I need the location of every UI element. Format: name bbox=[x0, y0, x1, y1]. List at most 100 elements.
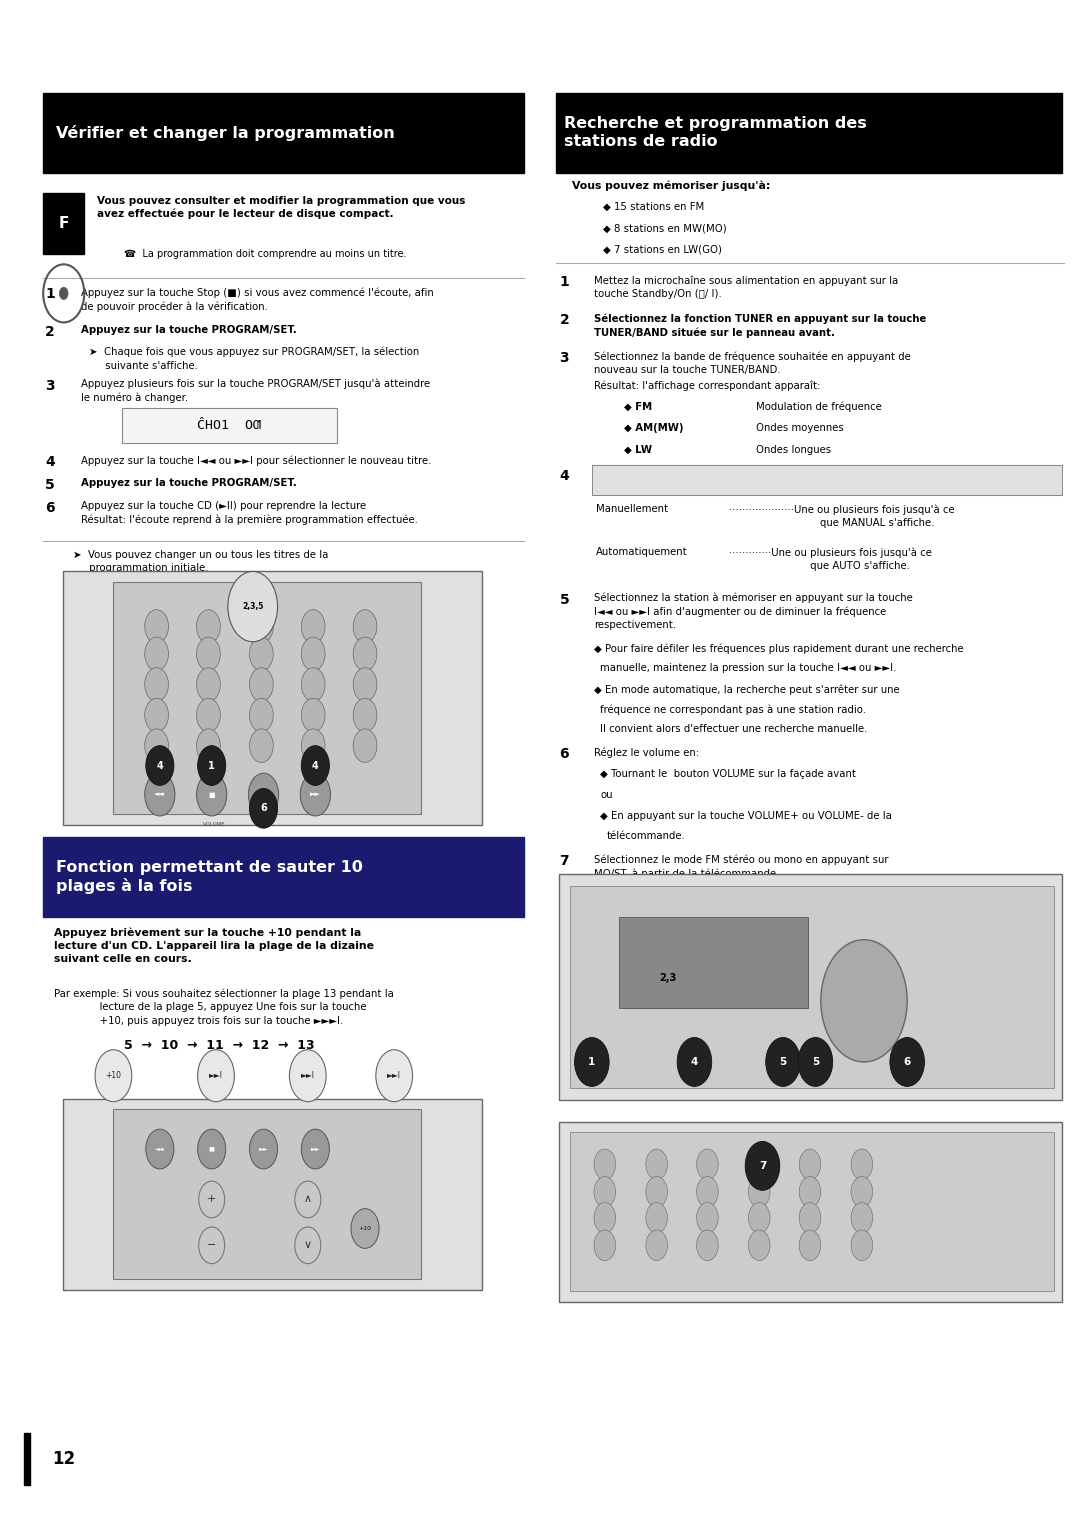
Circle shape bbox=[59, 287, 68, 299]
FancyBboxPatch shape bbox=[63, 571, 482, 825]
Circle shape bbox=[146, 1129, 174, 1169]
Circle shape bbox=[799, 1230, 821, 1261]
Circle shape bbox=[145, 729, 168, 762]
Circle shape bbox=[851, 1230, 873, 1261]
Text: +: + bbox=[207, 1195, 216, 1204]
Text: 6: 6 bbox=[559, 747, 569, 761]
Text: EQS.BASS: EQS.BASS bbox=[189, 625, 216, 630]
Circle shape bbox=[646, 1230, 667, 1261]
Text: POWER/SOUND: POWER/SOUND bbox=[578, 1199, 618, 1204]
Text: ◆ 15 stations en FM: ◆ 15 stations en FM bbox=[603, 202, 704, 212]
Text: Sélectionnez la fonction TUNER en appuyant sur la touche
TUNER/BAND située sur l: Sélectionnez la fonction TUNER en appuya… bbox=[594, 313, 927, 338]
Text: 5: 5 bbox=[812, 1057, 819, 1067]
Text: ◆ Pour faire défiler les fréquences plus rapidement durant une recherche: ◆ Pour faire défiler les fréquences plus… bbox=[594, 643, 963, 654]
Text: −: − bbox=[207, 1241, 216, 1250]
FancyBboxPatch shape bbox=[113, 1109, 421, 1279]
Text: Appuyez sur la touche PROGRAM/SET.: Appuyez sur la touche PROGRAM/SET. bbox=[81, 478, 297, 489]
FancyBboxPatch shape bbox=[559, 874, 1062, 1100]
Text: Fonction permettant de sauter 10
plages à la fois: Fonction permettant de sauter 10 plages … bbox=[56, 860, 363, 894]
Circle shape bbox=[197, 668, 220, 701]
Circle shape bbox=[799, 1203, 821, 1233]
Circle shape bbox=[851, 1149, 873, 1180]
Text: Appuyez sur la touche I◄◄ ou ►►I pour sélectionner le nouveau titre.: Appuyez sur la touche I◄◄ ou ►►I pour sé… bbox=[81, 455, 431, 466]
Text: ►►: ►► bbox=[310, 792, 321, 798]
Text: MOIST: MOIST bbox=[320, 605, 337, 610]
Text: 4: 4 bbox=[45, 455, 55, 469]
Text: +10: +10 bbox=[106, 1071, 121, 1080]
Circle shape bbox=[145, 698, 168, 732]
Text: 4: 4 bbox=[312, 761, 319, 770]
FancyBboxPatch shape bbox=[570, 886, 1054, 1088]
Text: 2,3: 2,3 bbox=[659, 973, 676, 983]
Text: Vous pouvez mémoriser jusqu'à:: Vous pouvez mémoriser jusqu'à: bbox=[572, 180, 771, 191]
Circle shape bbox=[197, 637, 220, 671]
Circle shape bbox=[145, 610, 168, 643]
Text: ➤  Vous pouvez changer un ou tous les titres de la
     programmation initiale.: ➤ Vous pouvez changer un ou tous les tit… bbox=[73, 550, 328, 573]
Circle shape bbox=[748, 1230, 770, 1261]
Circle shape bbox=[249, 610, 273, 643]
Text: ►►: ►► bbox=[258, 792, 269, 798]
Circle shape bbox=[798, 1038, 833, 1086]
Circle shape bbox=[228, 571, 278, 642]
Circle shape bbox=[353, 668, 377, 701]
Text: Réglez le volume en:: Réglez le volume en: bbox=[594, 747, 699, 758]
Circle shape bbox=[95, 1050, 132, 1102]
FancyBboxPatch shape bbox=[43, 193, 84, 254]
Text: ◆ En mode automatique, la recherche peut s'arrêter sur une: ◆ En mode automatique, la recherche peut… bbox=[594, 685, 900, 695]
Circle shape bbox=[799, 1177, 821, 1207]
Circle shape bbox=[301, 610, 325, 643]
Text: 4: 4 bbox=[157, 761, 163, 770]
Circle shape bbox=[248, 773, 279, 816]
Circle shape bbox=[145, 637, 168, 671]
Text: SLEEP: SLEEP bbox=[583, 1180, 599, 1184]
Circle shape bbox=[301, 698, 325, 732]
Circle shape bbox=[646, 1149, 667, 1180]
Text: DISPLAY – RDS – PTY: DISPLAY – RDS – PTY bbox=[702, 1199, 756, 1204]
Text: 2: 2 bbox=[45, 325, 55, 339]
Text: Manuellement: Manuellement bbox=[596, 504, 669, 515]
Text: 2: 2 bbox=[559, 313, 569, 327]
Text: DISPLAY – RDS – PTY: DISPLAY – RDS – PTY bbox=[235, 645, 292, 649]
Text: PROGRAM/SET: PROGRAM/SET bbox=[670, 1140, 707, 1144]
Circle shape bbox=[249, 788, 278, 828]
Text: TAPE
►: TAPE ► bbox=[740, 944, 753, 957]
FancyBboxPatch shape bbox=[122, 408, 337, 443]
Text: ◆ LW: ◆ LW bbox=[624, 445, 652, 455]
Text: DOWN — TUNING MODE — UP: DOWN — TUNING MODE — UP bbox=[581, 969, 664, 973]
Text: ou: ou bbox=[600, 790, 613, 801]
Text: Pour chercher une station ...: Pour chercher une station ... bbox=[596, 475, 754, 484]
Circle shape bbox=[594, 1177, 616, 1207]
Text: ☎  La programmation doit comprendre au moins un titre.: ☎ La programmation doit comprendre au mo… bbox=[124, 249, 407, 260]
Text: 7: 7 bbox=[759, 1161, 766, 1170]
Text: 6: 6 bbox=[45, 501, 55, 515]
Text: Recherche et programmation des
stations de radio: Recherche et programmation des stations … bbox=[564, 116, 866, 150]
Text: AUX: AUX bbox=[127, 605, 140, 610]
Text: 6: 6 bbox=[260, 804, 267, 813]
Text: EQ/S.BASS: EQ/S.BASS bbox=[940, 1077, 969, 1082]
Circle shape bbox=[300, 773, 330, 816]
Text: MOIST: MOIST bbox=[778, 1160, 794, 1164]
Text: Sélectionnez la station à mémoriser en appuyant sur la touche
I◄◄ ou ►►I afin d': Sélectionnez la station à mémoriser en a… bbox=[594, 593, 913, 631]
FancyBboxPatch shape bbox=[63, 1099, 482, 1290]
FancyBboxPatch shape bbox=[570, 1132, 1054, 1291]
Text: POWER
SOUND: POWER SOUND bbox=[886, 889, 906, 902]
Circle shape bbox=[301, 1129, 329, 1169]
Text: 5: 5 bbox=[559, 593, 569, 607]
Text: CD: CD bbox=[254, 1115, 264, 1120]
Circle shape bbox=[890, 1038, 924, 1086]
Text: ∧: ∧ bbox=[303, 1195, 312, 1204]
Circle shape bbox=[197, 773, 227, 816]
Circle shape bbox=[594, 1203, 616, 1233]
Circle shape bbox=[289, 1050, 326, 1102]
Circle shape bbox=[353, 610, 377, 643]
Text: Sélectionnez le mode FM stéréo ou mono en appuyant sur
MO/ST. à partir de la tél: Sélectionnez le mode FM stéréo ou mono e… bbox=[594, 854, 889, 879]
Circle shape bbox=[646, 1177, 667, 1207]
Circle shape bbox=[351, 1209, 379, 1248]
Text: 3: 3 bbox=[45, 379, 55, 393]
Circle shape bbox=[353, 698, 377, 732]
Text: Appuyez sur le mode Tuning ...: Appuyez sur le mode Tuning ... bbox=[797, 475, 968, 484]
Text: TUNING
MODE: TUNING MODE bbox=[346, 1189, 367, 1201]
Text: 1: 1 bbox=[45, 287, 55, 301]
Circle shape bbox=[376, 1050, 413, 1102]
Text: Appuyez sur la touche Stop (■) si vous avez commencé l'écoute, afin
de pouvoir p: Appuyez sur la touche Stop (■) si vous a… bbox=[81, 287, 434, 312]
